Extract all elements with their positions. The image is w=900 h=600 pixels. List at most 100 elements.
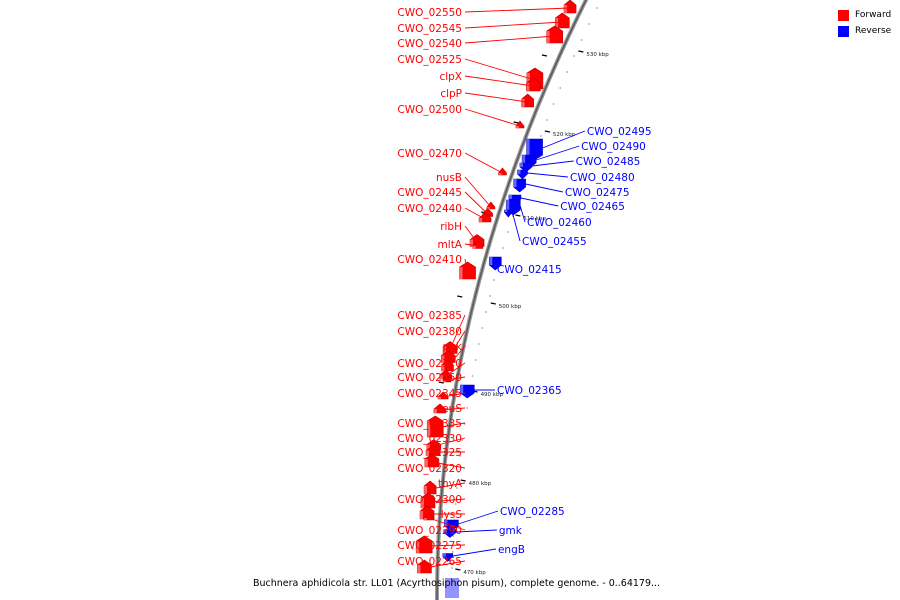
gene-label-cwo_02540[interactable]: CWO_02540 xyxy=(397,38,462,50)
legend-label-reverse: Reverse xyxy=(855,26,892,36)
gene-label-lyss[interactable]: lysS xyxy=(441,509,463,521)
gene-label-cwo_02335[interactable]: CWO_02335 xyxy=(397,418,462,430)
gene-label-cwo_02415[interactable]: CWO_02415 xyxy=(497,264,562,276)
gene-label-leus[interactable]: leuS xyxy=(439,403,462,415)
gene-label-cwo_02265[interactable]: CWO_02265 xyxy=(397,556,462,568)
gene-label-cwo_02330[interactable]: CWO_02330 xyxy=(397,433,462,445)
gene-feature-highlight xyxy=(521,99,525,107)
gene-connector xyxy=(464,7,571,13)
gene-label-nusb[interactable]: nusB xyxy=(436,172,462,184)
gene-label-cwo_02455[interactable]: CWO_02455 xyxy=(522,236,587,248)
gene-connector xyxy=(542,130,586,149)
gene-label-cwo_02550[interactable]: CWO_02550 xyxy=(397,7,462,19)
major-tick xyxy=(438,381,444,384)
gene-connector xyxy=(445,362,466,377)
axis-tick-label: 510 kbp xyxy=(523,216,546,222)
gene-label-ribh[interactable]: ribH xyxy=(440,221,462,233)
gene-feature-highlight xyxy=(504,210,508,212)
gene-label-cwo_02360[interactable]: CWO_02360 xyxy=(397,372,462,384)
gene-connector xyxy=(424,544,466,547)
gene-label-cwo_02300[interactable]: CWO_02300 xyxy=(397,494,462,506)
legend-swatch-reverse xyxy=(838,25,849,37)
gene-connector xyxy=(430,482,466,490)
gene-label-cwo_02500[interactable]: CWO_02500 xyxy=(397,104,462,116)
gene-connector xyxy=(446,376,466,381)
gene-label-cwo_02445[interactable]: CWO_02445 xyxy=(397,187,462,199)
gene-connector xyxy=(464,92,528,103)
gene-feature-highlight xyxy=(508,195,512,199)
gene-label-cwo_02440[interactable]: CWO_02440 xyxy=(397,203,462,215)
label-layer: CWO_02550 CWO_02545 CWO_02540 CWO_02525 clpX… xyxy=(397,7,652,569)
gene-connector xyxy=(535,145,580,161)
gene-connector xyxy=(519,205,526,223)
gene-label-thya[interactable]: thyA xyxy=(438,478,463,490)
gene-feature-highlight xyxy=(420,511,424,519)
gene-label-mlta[interactable]: mltA xyxy=(438,239,463,251)
gene-feature-highlight xyxy=(424,486,428,494)
gene-connector xyxy=(464,191,488,215)
legend-swatch-forward xyxy=(838,9,849,21)
gene-label-cwo_02465[interactable]: CWO_02465 xyxy=(560,201,625,213)
gene-feature-highlight xyxy=(443,380,447,382)
gene-label-cwo_02385[interactable]: CWO_02385 xyxy=(397,310,462,322)
gene-label-cwo_02275[interactable]: CWO_02275 xyxy=(397,540,462,552)
gene-feature-highlight xyxy=(470,239,474,247)
gene-label-gmk[interactable]: gmk xyxy=(499,525,523,537)
axis-tick-label: 530 kbp xyxy=(586,52,609,58)
gene-feature-highlight xyxy=(416,541,420,553)
gene-label-clpx[interactable]: clpX xyxy=(439,71,462,83)
gene-label-cwo_02485[interactable]: CWO_02485 xyxy=(576,156,641,168)
gene-connector xyxy=(464,58,536,81)
axis-tick-label: 500 kbp xyxy=(499,304,522,310)
gene-connector xyxy=(428,517,466,531)
gene-label-clpp[interactable]: clpP xyxy=(440,88,462,100)
gene-label-cwo_02545[interactable]: CWO_02545 xyxy=(397,23,462,35)
gene-feature-highlight xyxy=(420,498,424,508)
gene-feature-highlight xyxy=(506,200,510,210)
gene-label-cwo_02490[interactable]: CWO_02490 xyxy=(581,141,646,153)
gene-label-cwo_02480[interactable]: CWO_02480 xyxy=(570,172,635,184)
major-tick xyxy=(541,54,548,57)
gene-feature-partial xyxy=(445,578,459,598)
gene-connector xyxy=(525,183,563,193)
gene-connector xyxy=(520,197,559,207)
tick-label-mark xyxy=(490,302,496,305)
gene-feature-highlight xyxy=(479,218,483,222)
gene-label-cwo_02345[interactable]: CWO_02345 xyxy=(397,388,462,400)
gene-label-cwo_02285[interactable]: CWO_02285 xyxy=(500,506,565,518)
genome-backbone xyxy=(436,0,587,600)
gene-label-cwo_02290[interactable]: CWO_02290 xyxy=(397,525,462,537)
gene-feature-highlight xyxy=(441,355,445,363)
gene-feature-highlight xyxy=(555,18,559,28)
gene-label-cwo_02370[interactable]: CWO_02370 xyxy=(397,358,462,370)
gene-label-cwo_02410[interactable]: CWO_02410 xyxy=(397,254,462,266)
gene-feature-highlight xyxy=(444,520,448,526)
major-tick xyxy=(457,295,463,298)
gene-label-cwo_02320[interactable]: CWO_02320 xyxy=(397,463,462,475)
tick-label-mark xyxy=(578,50,584,53)
gene-feature-highlight xyxy=(424,459,428,467)
gene-feature-highlight xyxy=(489,257,493,265)
gene-feature-highlight xyxy=(564,5,568,13)
gene-connector xyxy=(511,211,521,242)
tick-label-mark xyxy=(544,130,551,133)
gene-connector xyxy=(464,35,555,44)
gene-label-cwo_02475[interactable]: CWO_02475 xyxy=(565,187,630,199)
gene-label-cwo_02470[interactable]: CWO_02470 xyxy=(397,148,462,160)
gene-label-engb[interactable]: engB xyxy=(498,544,525,556)
gene-feature-highlight xyxy=(460,385,464,393)
gene-feature-highlight xyxy=(526,139,530,155)
gene-label-cwo_02325[interactable]: CWO_02325 xyxy=(397,447,462,459)
gene-label-cwo_02380[interactable]: CWO_02380 xyxy=(397,326,462,338)
gene-feature-highlight xyxy=(438,397,442,399)
gene-connector xyxy=(464,21,563,29)
gene-label-cwo_02495[interactable]: CWO_02495 xyxy=(587,126,652,138)
gene-label-cwo_02460[interactable]: CWO_02460 xyxy=(527,217,592,229)
gene-label-cwo_02525[interactable]: CWO_02525 xyxy=(397,54,462,66)
gene-feature-highlight xyxy=(515,126,519,128)
gene-label-cwo_02365[interactable]: CWO_02365 xyxy=(497,385,562,397)
gene-label-pgk[interactable]: pgk xyxy=(443,341,463,353)
gene-connector xyxy=(464,75,534,87)
gene-feature-highlight xyxy=(443,346,447,354)
gene-feature-highlight xyxy=(526,83,530,91)
